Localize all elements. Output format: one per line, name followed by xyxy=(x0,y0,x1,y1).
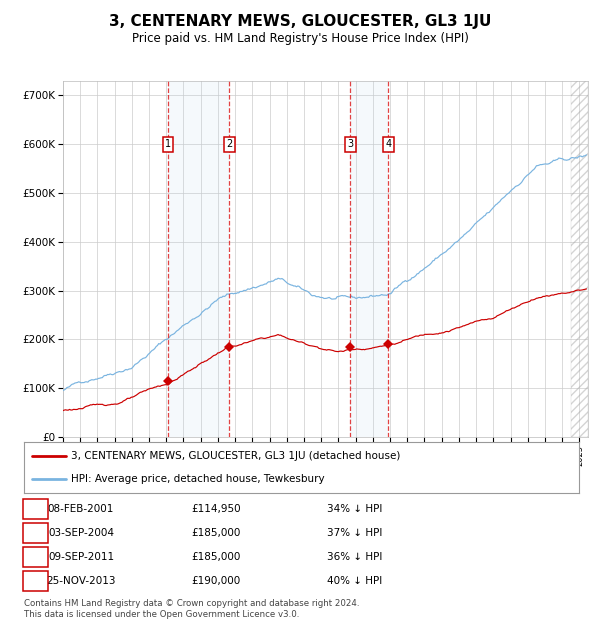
Text: 1: 1 xyxy=(165,139,171,149)
Text: 3: 3 xyxy=(347,139,353,149)
Text: 3, CENTENARY MEWS, GLOUCESTER, GL3 1JU (detached house): 3, CENTENARY MEWS, GLOUCESTER, GL3 1JU (… xyxy=(71,451,401,461)
Text: 03-SEP-2004: 03-SEP-2004 xyxy=(48,528,114,538)
Text: 1: 1 xyxy=(32,504,39,514)
Bar xyxy=(350,81,388,437)
Bar xyxy=(168,81,229,437)
Text: HPI: Average price, detached house, Tewkesbury: HPI: Average price, detached house, Tewk… xyxy=(71,474,325,484)
Text: 2: 2 xyxy=(32,528,39,538)
Text: £190,000: £190,000 xyxy=(191,577,241,587)
Text: 25-NOV-2013: 25-NOV-2013 xyxy=(46,577,116,587)
Text: 09-SEP-2011: 09-SEP-2011 xyxy=(48,552,114,562)
Text: £114,950: £114,950 xyxy=(191,504,241,514)
Text: 34% ↓ HPI: 34% ↓ HPI xyxy=(327,504,382,514)
Bar xyxy=(571,81,588,437)
Text: 4: 4 xyxy=(32,577,39,587)
Text: 4: 4 xyxy=(385,139,391,149)
Bar xyxy=(571,81,588,437)
Text: £185,000: £185,000 xyxy=(191,552,241,562)
Text: Contains HM Land Registry data © Crown copyright and database right 2024.
This d: Contains HM Land Registry data © Crown c… xyxy=(24,600,359,619)
Text: Price paid vs. HM Land Registry's House Price Index (HPI): Price paid vs. HM Land Registry's House … xyxy=(131,32,469,45)
Text: 37% ↓ HPI: 37% ↓ HPI xyxy=(327,528,382,538)
Text: 3: 3 xyxy=(32,552,39,562)
Text: 36% ↓ HPI: 36% ↓ HPI xyxy=(327,552,382,562)
Text: £185,000: £185,000 xyxy=(191,528,241,538)
Text: 3, CENTENARY MEWS, GLOUCESTER, GL3 1JU: 3, CENTENARY MEWS, GLOUCESTER, GL3 1JU xyxy=(109,14,491,29)
Text: 08-FEB-2001: 08-FEB-2001 xyxy=(48,504,114,514)
Text: 2: 2 xyxy=(226,139,233,149)
Text: 40% ↓ HPI: 40% ↓ HPI xyxy=(327,577,382,587)
